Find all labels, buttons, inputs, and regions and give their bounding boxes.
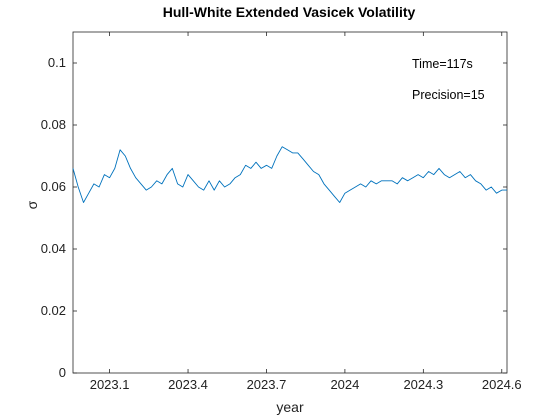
x-tick-label: 2023.7 <box>247 377 287 392</box>
y-axis: 0 0.02 0.04 0.06 0.08 0.1 <box>41 55 507 380</box>
y-axis-label: σ <box>24 200 40 209</box>
annotation-precision: Precision=15 <box>412 88 485 102</box>
x-tick-label: 2024.3 <box>403 377 443 392</box>
x-tick-label: 2024.6 <box>482 377 522 392</box>
x-axis-label: year <box>276 399 304 415</box>
y-tick-label: 0.08 <box>41 117 66 132</box>
x-tick-label: 2024 <box>330 377 359 392</box>
annotation-time: Time=117s <box>412 57 473 71</box>
series-line-0 <box>72 146 507 203</box>
y-tick-label: 0 <box>59 365 66 380</box>
x-tick-label: 2023.1 <box>90 377 130 392</box>
x-tick-label: 2023.4 <box>168 377 208 392</box>
y-tick-label: 0.02 <box>41 303 66 318</box>
x-axis: 2023.1 2023.4 2023.7 2024 2024.3 2024.6 <box>90 32 522 392</box>
plot-area <box>72 31 508 374</box>
series-group <box>72 146 507 203</box>
y-tick-label: 0.06 <box>41 179 66 194</box>
y-tick-label: 0.1 <box>48 55 66 70</box>
chart-title: Hull-White Extended Vasicek Volatility <box>163 4 416 20</box>
y-tick-label: 0.04 <box>41 241 66 256</box>
